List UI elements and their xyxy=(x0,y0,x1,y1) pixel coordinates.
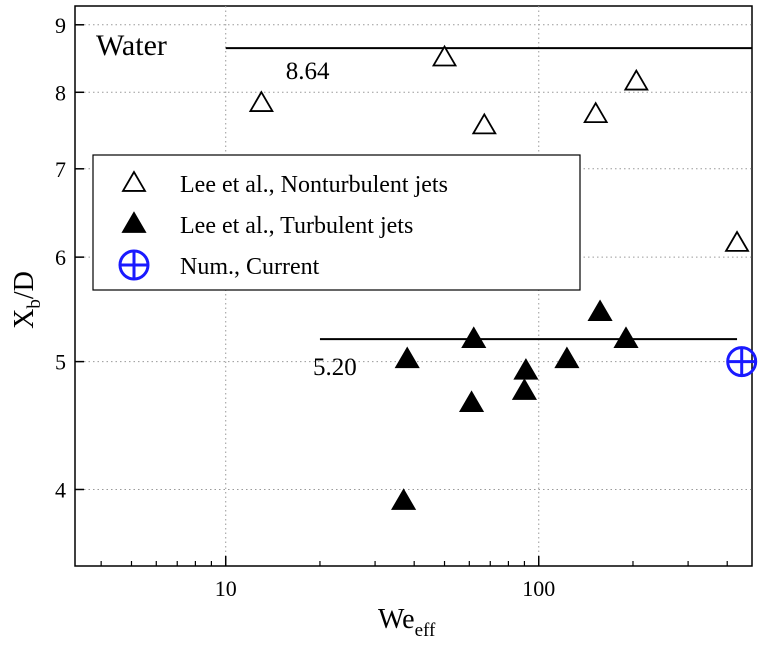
data-point-triangle-open xyxy=(623,68,649,91)
legend: Lee et al., Nonturbulent jets Lee et al.,… xyxy=(92,154,581,291)
panel-label: Water xyxy=(96,29,167,62)
legend-marker-circle-plus xyxy=(118,249,150,281)
y-tick-label: 9 xyxy=(55,13,66,38)
axis-ticks: 4 5 6 7 8 9 10 100 xyxy=(55,13,728,601)
data-point-triangle-filled xyxy=(613,326,639,348)
legend-box xyxy=(92,154,581,291)
reference-line-label: 8.64 xyxy=(286,58,330,85)
x-axis-title-sub: eff xyxy=(415,620,436,641)
legend-label: Lee et al., Turbulent jets xyxy=(180,213,413,239)
y-axis-title-tail: /D xyxy=(9,271,40,299)
data-point-triangle-filled xyxy=(513,358,539,380)
legend-label: Num., Current xyxy=(180,254,320,280)
data-point-triangle-open xyxy=(583,101,609,124)
x-axis-title: Weeff xyxy=(378,604,436,641)
data-point-triangle-open xyxy=(431,44,458,67)
x-tick-label: 10 xyxy=(215,576,237,601)
y-tick-label: 7 xyxy=(55,157,66,182)
data-point-triangle-filled xyxy=(587,299,613,322)
reference-lines: 8.64 5.20 xyxy=(225,47,752,381)
data-point-triangle-filled xyxy=(458,390,485,413)
legend-marker-triangle-filled xyxy=(121,211,147,233)
legend-label: Lee et al., Nonturbulent jets xyxy=(180,172,448,198)
data-point-triangle-filled xyxy=(391,488,417,510)
data-point-triangle-open xyxy=(248,90,274,112)
data-point-triangle-filled xyxy=(511,378,537,400)
plot-frame xyxy=(74,5,753,567)
y-tick-label: 4 xyxy=(55,477,66,502)
data-point-circle-plus xyxy=(726,346,758,378)
data-point-triangle-filled xyxy=(394,346,420,369)
legend-marker-triangle-open xyxy=(121,170,147,192)
y-axis-title: Xb/D xyxy=(9,271,45,329)
data-points xyxy=(248,44,758,510)
svg-text:Weeff: Weeff xyxy=(378,604,436,641)
svg-text:Xb/D: Xb/D xyxy=(9,271,45,329)
y-axis-title-main: X xyxy=(9,309,40,329)
data-point-triangle-filled xyxy=(554,346,580,369)
x-tick-label: 100 xyxy=(522,576,555,601)
y-tick-label: 5 xyxy=(55,350,66,375)
x-axis-title-main: We xyxy=(378,604,415,635)
reference-line-label: 5.20 xyxy=(313,354,357,381)
data-point-triangle-open xyxy=(724,230,750,252)
y-tick-label: 6 xyxy=(55,245,66,270)
data-point-triangle-filled xyxy=(461,326,487,348)
data-point-triangle-open xyxy=(471,112,497,135)
y-axis-title-sub: b xyxy=(24,299,45,309)
y-tick-label: 8 xyxy=(55,80,66,105)
